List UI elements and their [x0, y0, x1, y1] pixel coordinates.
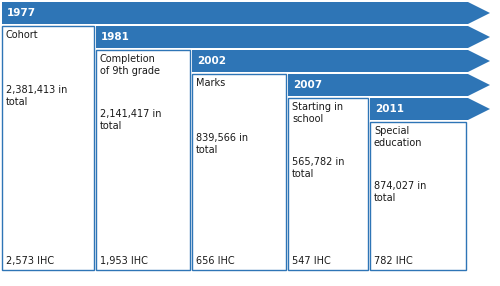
Text: 1977: 1977	[7, 8, 36, 18]
Text: Special
education: Special education	[374, 126, 422, 148]
Bar	[96, 50, 190, 270]
Text: Marks: Marks	[196, 78, 225, 88]
Text: 839,566 in
total: 839,566 in total	[196, 133, 248, 155]
Text: 874,027 in
total: 874,027 in total	[374, 181, 426, 203]
Polygon shape	[192, 50, 490, 72]
Text: 2002: 2002	[197, 56, 226, 66]
Text: 2,141,417 in
total: 2,141,417 in total	[100, 109, 162, 131]
Bar	[288, 98, 368, 270]
Text: 2,381,413 in
total: 2,381,413 in total	[6, 85, 68, 108]
Text: 2,573 IHC: 2,573 IHC	[6, 256, 54, 266]
Text: 547 IHC: 547 IHC	[292, 256, 331, 266]
Bar	[2, 26, 94, 270]
Text: 1981: 1981	[101, 32, 130, 42]
Text: 782 IHC: 782 IHC	[374, 256, 413, 266]
Text: Cohort: Cohort	[6, 30, 38, 40]
Polygon shape	[2, 2, 490, 24]
Polygon shape	[96, 26, 490, 48]
Bar	[370, 122, 466, 270]
Text: 2011: 2011	[375, 104, 404, 114]
Text: Completion
of 9th grade: Completion of 9th grade	[100, 54, 160, 76]
Text: Starting in
school: Starting in school	[292, 102, 343, 124]
Text: 1,953 IHC: 1,953 IHC	[100, 256, 148, 266]
Text: 656 IHC: 656 IHC	[196, 256, 234, 266]
Bar	[192, 74, 286, 270]
Text: 2007: 2007	[293, 80, 322, 90]
Polygon shape	[288, 74, 490, 96]
Polygon shape	[370, 98, 490, 120]
Text: 565,782 in
total: 565,782 in total	[292, 157, 344, 179]
